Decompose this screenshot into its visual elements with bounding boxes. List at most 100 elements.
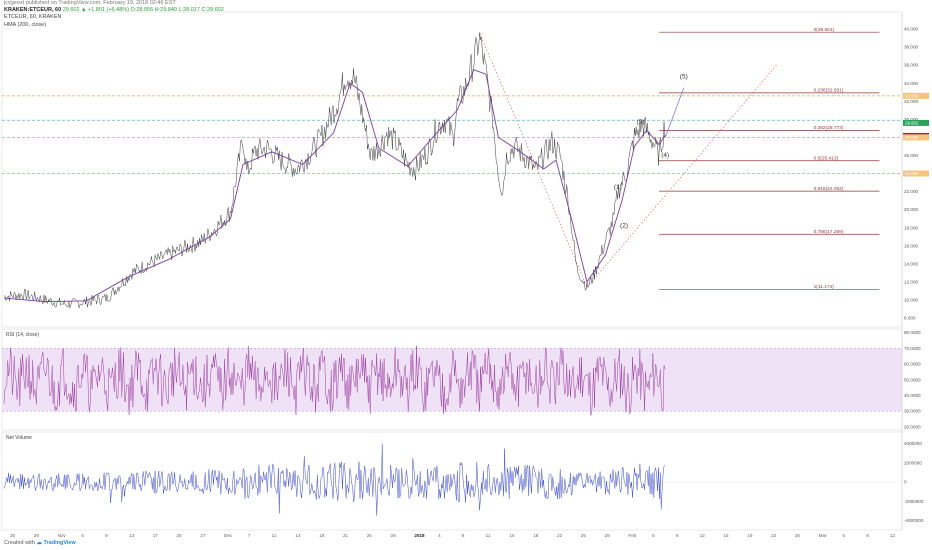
x-tick-label: 5 <box>652 533 655 538</box>
rsi-tick-label: 60.0000 <box>904 362 921 367</box>
x-tick-label: Dec <box>224 533 233 538</box>
rsi-tick-label: 50.0000 <box>904 377 921 382</box>
x-tick-label: 18 <box>319 533 325 538</box>
price-tick-label: 40.000 <box>904 27 918 32</box>
price-tick-label: 32.000 <box>904 99 918 104</box>
x-tick-label: 14 <box>295 533 301 538</box>
x-tick-label: 5 <box>842 533 845 538</box>
x-tick-label: Nov <box>58 533 67 538</box>
price-series <box>3 32 666 309</box>
x-tick-label: 25 <box>581 533 587 538</box>
rsi-tick-label: 80.0000 <box>904 330 921 335</box>
volume-label: Net Volume <box>6 435 32 441</box>
x-tick-label: 8 <box>866 533 869 538</box>
x-tick-label: 20 <box>176 533 182 538</box>
volume-tick-label: -4000000 <box>904 518 924 523</box>
rsi-tick-label: 70.0000 <box>904 346 921 351</box>
tradingview-logo-icon: ☁ <box>36 540 42 546</box>
price-badge-label: 28.000 <box>905 135 919 140</box>
price-badge <box>903 170 929 177</box>
x-tick-label: 29 <box>605 533 611 538</box>
x-tick-label: 9 <box>105 533 108 538</box>
rsi-tick-label: 20.0000 <box>904 424 921 429</box>
price-tick-label: 22.000 <box>904 189 918 194</box>
fib-level-label: 0.5(25.413) <box>814 156 839 162</box>
volume-tick-label: 2000000 <box>904 460 922 465</box>
x-tick-label: 29 <box>34 533 40 538</box>
x-tick-label: 28 <box>391 533 397 538</box>
tradingview-brand[interactable]: TradingView <box>43 540 76 546</box>
rsi-tick-label: 40.0000 <box>904 393 921 398</box>
uptrend-line <box>586 64 777 288</box>
ma-legend: HMA (200, close) <box>4 21 47 28</box>
x-tick-label: 15 <box>509 533 515 538</box>
hma-line <box>3 69 666 303</box>
x-tick-label: 22 <box>557 533 563 538</box>
elliott-wave-label: (4) <box>661 152 669 159</box>
price-tick-label: 30.000 <box>904 117 918 122</box>
price-badge <box>903 92 929 99</box>
x-tick-label: 25 <box>10 533 16 538</box>
price-tick-label: 20.000 <box>904 207 918 212</box>
x-tick-label: 26 <box>795 533 801 538</box>
elliott-wave-label: (5) <box>680 74 688 81</box>
price-badge-label: 24.000 <box>905 171 919 176</box>
volume-series <box>3 443 666 516</box>
price-badge <box>903 119 929 126</box>
x-tick-label: Feb <box>628 533 636 538</box>
x-tick-label: 11 <box>272 533 277 538</box>
footer: Created with ☁ TradingView <box>4 540 76 546</box>
x-tick-label: 8 <box>462 533 465 538</box>
downtrend-line <box>479 33 588 288</box>
rsi-tick-label: 30.0000 <box>904 409 921 414</box>
price-tick-label: 34.000 <box>904 81 918 86</box>
elliott-wave-label: (1) <box>614 184 622 191</box>
fib-level-label: 1(11.174) <box>814 284 835 290</box>
x-tick-label: 27 <box>200 533 206 538</box>
price-tick-label: 26.000 <box>904 153 918 158</box>
elliott-wave-line <box>664 87 685 138</box>
fib-level-label: 0.786(17.269) <box>814 229 844 235</box>
price-badge-label: 32.600 <box>905 93 919 98</box>
price-tick-label: 10.000 <box>904 298 918 303</box>
fib-level-label: 0.382(28.773) <box>814 125 844 131</box>
volume-tick-label: 0 <box>904 480 907 485</box>
price-badge-label: 29.602 <box>905 121 919 126</box>
x-tick-label: 12 <box>890 533 896 538</box>
x-tick-label: 21 <box>343 533 349 538</box>
created-with-label: Created with <box>4 540 35 546</box>
price-tick-label: 8.000 <box>904 316 916 321</box>
price-tick-label: 18.000 <box>904 225 918 230</box>
price-tick-label: 16.000 <box>904 243 918 248</box>
price-tick-label: 14.000 <box>904 261 918 266</box>
x-tick-label: 15 <box>724 533 730 538</box>
symbol-legend: ETCEUR, 60, KRAKEN <box>4 14 62 21</box>
price-pane <box>1 11 903 328</box>
x-tick-label: 19 <box>747 533 753 538</box>
x-tick-label: 22 <box>771 533 777 538</box>
x-tick-label: Mar <box>819 533 827 538</box>
quote-line: 29.602 ▲ +1.801 (+6.48%) O:28.055 H:29.8… <box>62 7 224 14</box>
price-tick-label: 36.000 <box>904 63 918 68</box>
fib-level-label: 0(39.651) <box>814 27 835 33</box>
x-tick-label: 7 <box>248 533 251 538</box>
x-tick-label: 2018 <box>414 533 425 538</box>
x-tick-label: 8 <box>676 533 679 538</box>
price-tick-label: 38.000 <box>904 45 918 50</box>
volume-tick-label: -2000000 <box>904 499 924 504</box>
x-tick-label: 11 <box>486 533 491 538</box>
elliott-wave-label: (2) <box>620 223 628 230</box>
x-tick-label: 17 <box>153 533 159 538</box>
fib-level-label: 0.236(32.931) <box>814 88 844 94</box>
volume-tick-label: 4000000 <box>904 441 922 446</box>
publisher-line: jcvgeest published on TradingView.com, F… <box>4 0 176 6</box>
x-tick-label: 13 <box>129 533 135 538</box>
x-tick-label: 4 <box>438 533 441 538</box>
x-tick-label: 25 <box>367 533 373 538</box>
rsi-label: RSI (14, close) <box>6 332 39 338</box>
price-badge <box>903 134 929 141</box>
fib-level-label: 0.618(22.052) <box>814 186 844 192</box>
chart-header: jcvgeest published on TradingView.com, F… <box>4 0 224 29</box>
volume-pane <box>1 431 903 531</box>
